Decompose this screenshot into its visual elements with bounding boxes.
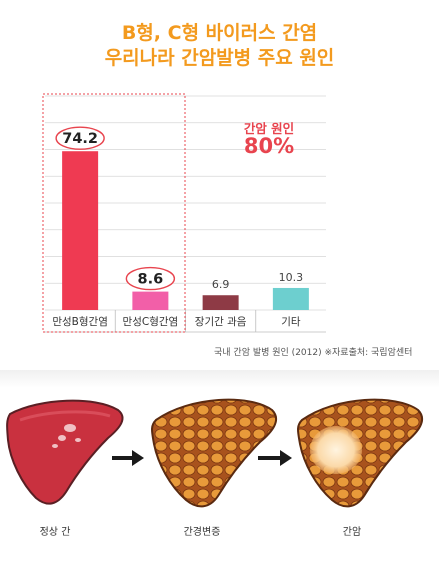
value-label-2: 8.6: [138, 272, 164, 288]
arrow-icon: [112, 450, 144, 466]
normal-liver-image: [6, 399, 124, 505]
liver-cancer-image: [297, 398, 424, 508]
category-label-3: 장기간 과음: [195, 316, 247, 328]
value-label-1: 74.2: [62, 131, 98, 147]
bars: [62, 151, 309, 310]
value-label-4: 10.3: [279, 271, 304, 284]
bar-3: [202, 295, 239, 310]
value-highlight-oval: [55, 126, 105, 150]
source-note: 국내 간암 발병 원인 (2012) ※자료출처: 국립암센터: [214, 348, 413, 358]
value-highlight-oval: [125, 266, 176, 291]
bar-1: [62, 151, 99, 310]
title-line-2: 우리나라 간암발병 주요 원인: [104, 47, 335, 69]
stage-label-liver-cancer: 간암: [342, 527, 362, 538]
bar-chart: 74.2 만성B형간염 8.6 만성C형간염 6.9 장기간 과음 10.3 기타: [42, 93, 326, 333]
category-label-2: 만성C형간염: [123, 316, 179, 328]
title-line-1: B형, C형 바이러스 간염: [121, 22, 318, 44]
category-label-4: 기타: [281, 316, 301, 328]
highlight-box: [42, 93, 186, 333]
callout-value: 80%: [243, 134, 295, 158]
arrow-icon: [258, 450, 292, 466]
value-label-3: 6.9: [212, 278, 230, 291]
cirrhosis-liver-image: [151, 398, 278, 508]
callout-label: 간암 원인: [243, 121, 295, 136]
stage-label-cirrhosis: 간경변증: [183, 527, 221, 538]
bar-2: [132, 291, 169, 310]
stage-label-normal-liver: 정상 간: [39, 527, 71, 538]
liver-progression-illustration: [6, 398, 424, 508]
labels: 74.2 만성B형간염 8.6 만성C형간염 6.9 장기간 과음 10.3 기타: [52, 126, 304, 328]
category-label-1: 만성B형간염: [52, 316, 108, 328]
bar-4: [272, 287, 309, 310]
